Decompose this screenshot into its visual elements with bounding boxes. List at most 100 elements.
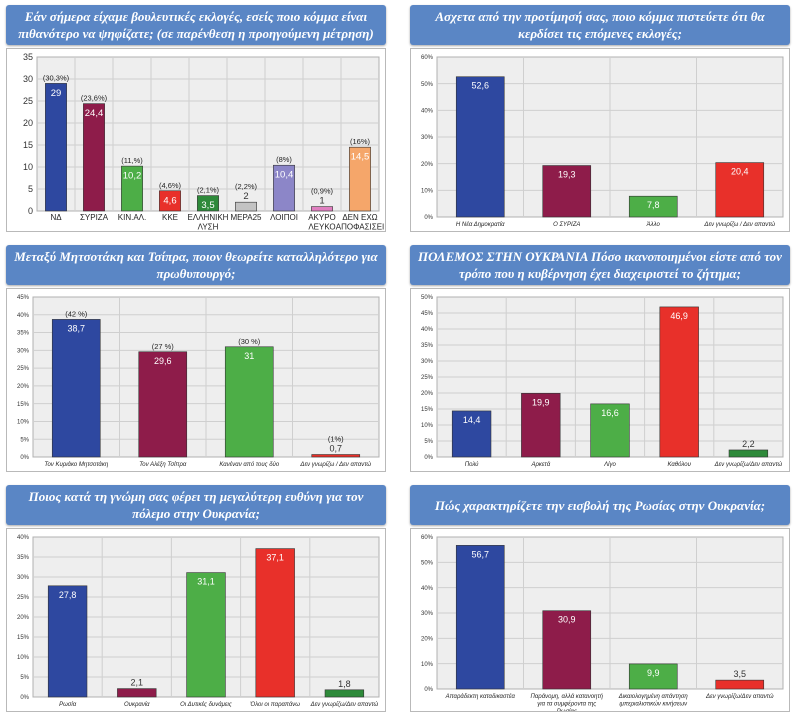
value-label: 31 [244,351,254,361]
category-label: ΔΕΝ ΕΧΩ [342,213,377,222]
category-label: Δεν γνωρίζω/Δεν απαντώ [705,693,774,700]
bar [715,679,765,690]
category-label: Απαράδεκτη καταδικαστέα [445,693,516,700]
category-label: Ρωσίας [557,709,577,711]
y-tick-label: 0% [20,455,29,461]
bar [715,162,765,218]
value-label: 19,9 [532,397,550,407]
bar [451,410,492,458]
y-tick-label: 45% [17,295,30,301]
value-label: 14,4 [463,415,481,425]
category-label: ιμπεριαλιστικών κινήσεων [619,701,687,708]
value-label: 16,6 [601,408,619,418]
chart-panel-war-responsibility: Ποιος κατά τη γνώμη σας φέρει τη μεγαλύτ… [0,480,392,714]
chart-title: Μεταξύ Μητσοτάκη και Τσίπρα, ποιον θεωρε… [6,245,386,285]
category-label: Όλοι οι παραπάνω [249,702,300,708]
previous-value-label: (42 %) [65,309,88,318]
category-label: Κανέναν από τους δύο [219,461,280,468]
plot-frame: 0% 10% 20% 30% 40% 50% 60% 56,7 Απαράδεκτη καταδ… [410,528,790,712]
plot-frame: 0% 10% 20% 30% 40% 50% 60% 52,6 Η Νέα Δημοκρατία… [410,48,790,232]
bar-chart-war-responsibility: 0% 5% 10% 15% 20% 25% 30% 35% 40% 27,8 Ρωσία 2,1 Ουκ… [17,535,380,708]
bar [273,164,295,212]
value-label: 2,1 [131,678,144,688]
category-label: Δεν γνωρίζω/Δεν απαντώ [714,461,783,468]
value-label: 3,5 [201,200,214,211]
value-label: 14,5 [351,152,370,163]
bar [542,610,592,690]
chart-title: ΠΟΛΕΜΟΣ ΣΤΗΝ ΟΥΚΡΑΝΙΑ Πόσο ικανοποιημένο… [410,245,790,285]
previous-value-label: (8%) [276,155,292,164]
previous-value-label: (1%) [328,435,344,444]
value-label: 19,3 [558,170,576,180]
previous-value-label: (2,1%) [197,186,220,195]
value-label: 31,1 [197,577,215,587]
y-tick-label: 50% [421,295,434,301]
y-tick-label: 30% [17,348,30,354]
y-tick-label: 40% [421,586,434,592]
y-tick-label: 35% [17,331,30,337]
category-label: Η Νέα Δημοκρατία [456,221,505,228]
chart-panel-election-winner: Ασχετα από την προτίμησή σας, ποιο κόμμα… [404,0,796,234]
bar [628,663,678,690]
y-tick-label: 35% [421,343,434,349]
y-tick-label: 30 [23,74,33,84]
y-tick-label: 45% [421,311,434,317]
category-label: ΑΠΟΦΑΣΙΣΕΙ [336,223,385,232]
value-label: 4,6 [163,195,176,206]
value-label: 29 [51,88,62,99]
category-label: Ρωσία [59,702,77,708]
category-label: Τον Κυριάκο Μητσοτάκη [44,462,108,468]
chart-panel-ukraine-satisfaction: ΠΟΛΕΜΟΣ ΣΤΗΝ ΟΥΚΡΑΝΙΑ Πόσο ικανοποιημένο… [404,240,796,474]
value-label: 10,2 [123,171,142,182]
y-tick-label: 30% [421,359,434,365]
bar-chart-ukraine-satisfaction: 0% 5% 10% 15% 20% 25% 30% 35% 40% 45% 50% 14,4 Πολύ 1… [421,295,784,468]
value-label: 37,1 [266,553,284,563]
bar [590,403,630,458]
category-label: Δεν γνωρίζω/Δεν απαντώ [310,701,379,708]
category-label: ΕΛΛΗΝΙΚΗ [188,213,229,222]
chart-panel-prime-minister: Μεταξύ Μητσοτάκη και Τσίπρα, ποιον θεωρε… [0,240,392,474]
chart-title: Ασχετα από την προτίμησή σας, ποιο κόμμα… [410,5,790,45]
value-label: 7,8 [647,200,660,210]
value-label: 10,4 [275,170,294,181]
bar [121,165,143,212]
category-label: Ο ΣΥΡΙΖΑ [553,222,580,228]
value-label: 46,9 [670,311,688,321]
bar [224,346,274,458]
y-tick-label: 5% [20,675,29,681]
bar [51,319,101,458]
y-tick-label: 20% [17,384,30,390]
bar [138,351,188,458]
bar [255,548,295,698]
value-label: 29,6 [154,356,172,366]
bar [349,146,371,212]
previous-value-label: (30 %) [238,337,261,346]
category-label: ΑΚΥΡΟ [308,213,336,222]
chart-title: Πώς χαρακτηρίζετε την εισβολή της Ρωσίας… [410,485,790,525]
bar [197,195,219,212]
y-tick-label: 0% [20,695,29,701]
category-label: Τον Αλέξη Τσίπρα [139,461,187,468]
y-tick-label: 40% [421,108,434,114]
plot-frame: 0 5 10 15 20 25 30 35 29 (30,3%) ΝΔ 24,4 (23,6%) ΣΥΡΙ… [6,48,386,232]
value-label: 2 [243,191,248,202]
bar [47,585,88,698]
chart-panel-invasion-view: Πώς χαρακτηρίζετε την εισβολή της Ρωσίας… [404,480,796,714]
y-tick-label: 60% [421,55,434,61]
value-label: 30,9 [558,615,576,625]
bar-chart-party-vote: 0 5 10 15 20 25 30 35 29 (30,3%) ΝΔ 24,4 (23,6%) ΣΥΡΙ… [23,52,385,232]
y-tick-label: 30% [421,611,434,617]
y-tick-label: 20% [421,162,434,168]
category-label: Αρκετά [530,462,550,468]
previous-value-label: (16%) [350,137,371,146]
bar [728,449,769,458]
y-tick-label: 10% [17,420,30,426]
bar [542,165,592,218]
value-label: 52,6 [471,81,489,91]
bar [45,83,67,212]
y-tick-label: 40% [421,327,434,333]
bar [455,76,505,218]
category-label: ΣΥΡΙΖΑ [80,213,109,222]
category-label: Δικαιολογημένη απάντηση [618,693,689,700]
value-label: 0,7 [329,444,342,454]
